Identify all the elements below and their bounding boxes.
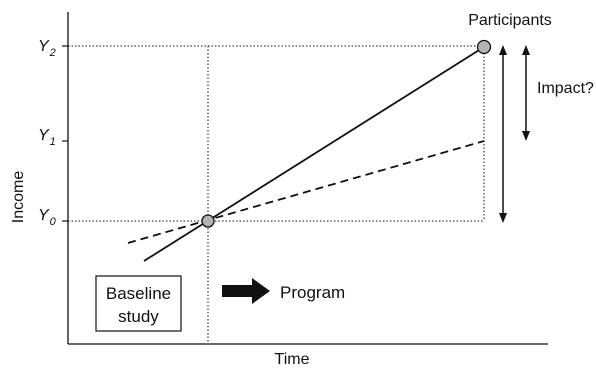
y-tick-label: Y0 — [38, 207, 57, 228]
counterfactual-trend-line — [127, 140, 485, 244]
impact-label: Impact? — [537, 80, 594, 97]
y-tick-label: Y1 — [38, 127, 56, 148]
y-tick-label: Y2 — [38, 38, 56, 59]
y-axis-title: Income — [10, 171, 27, 224]
participants-point — [476, 39, 492, 55]
program-arrow-icon — [222, 278, 270, 304]
baseline-point — [201, 214, 215, 228]
baseline-study-box — [95, 275, 182, 332]
participants-trend-line — [143, 46, 485, 262]
program-label: Program — [280, 283, 345, 302]
x-axis-title: Time — [275, 351, 310, 368]
participants-label: Participants — [468, 12, 552, 29]
baseline-study-label-line1: Baseline — [106, 284, 171, 303]
baseline-study-label-line2: study — [118, 307, 159, 326]
